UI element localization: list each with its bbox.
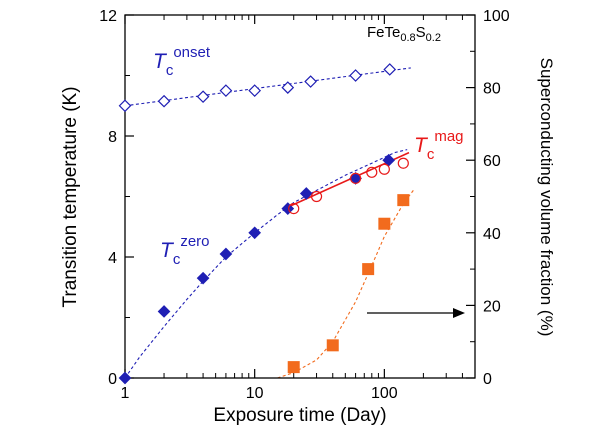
tc-zero-point	[382, 153, 396, 167]
tc-zero-label: Tczero	[160, 233, 210, 268]
tc-mag-sup: mag	[434, 128, 463, 145]
tc-mag-point	[397, 157, 409, 169]
tc-onset-main: T	[153, 50, 168, 73]
compound-sub1: 0.8	[400, 32, 415, 44]
axis-ticks: 1 10 100 0 4 8 12 0 20 40 60 80 100	[99, 8, 510, 402]
superconducting-volume-fraction-point	[378, 217, 391, 230]
y2-axis-title: Superconducting volume fraction (%)	[537, 58, 556, 337]
tc-onset-fit-line	[124, 67, 411, 107]
superconducting-volume-fraction-point	[287, 361, 300, 374]
tc-onset-sub: c	[166, 62, 174, 79]
tc-mag-main: T	[414, 134, 429, 157]
data-marks	[118, 63, 410, 385]
tc-onset-point	[248, 84, 262, 97]
tc-mag-point	[366, 166, 378, 178]
tc-mag-point	[378, 163, 390, 175]
tc-onset-point	[196, 90, 210, 104]
tc-onset-point	[157, 94, 171, 108]
plot-frame	[124, 14, 476, 379]
tc-onset-point	[118, 99, 132, 113]
tc-onset-point	[383, 63, 397, 76]
y-tick-label: 12	[99, 8, 117, 25]
compound-label: FeTe0.8S0.2	[367, 24, 441, 44]
superconducting-volume-fraction-fit-line	[277, 188, 415, 379]
compound-mid: S	[416, 24, 426, 41]
y2-tick-label: 60	[483, 153, 501, 170]
superconducting-volume-fraction-point	[362, 263, 375, 276]
tc-zero-point	[219, 247, 233, 261]
tc-zero-point	[281, 202, 295, 215]
tc-mag-label: Tcmag	[414, 128, 464, 163]
y2-tick-label: 40	[483, 226, 501, 243]
tc-mag-point	[349, 172, 362, 184]
y-axis-title: Transition temperature (K)	[60, 86, 81, 307]
y2-tick-label: 100	[483, 8, 510, 25]
tc-onset-point	[304, 75, 317, 88]
tc-zero-point	[299, 187, 313, 200]
tc-onset-label: Tconset	[153, 44, 211, 79]
tc-onset-point	[281, 81, 295, 94]
tc-zero-main: T	[160, 239, 175, 262]
tc-zero-point	[196, 271, 210, 285]
superconducting-volume-fraction-point	[326, 339, 339, 352]
tc-zero-point	[157, 305, 171, 318]
x-tick-label: 1	[121, 385, 130, 402]
tc-mag-sub: c	[427, 146, 435, 163]
tc-zero-fit-line	[124, 149, 408, 379]
tc-onset-point	[349, 69, 362, 82]
tc-mag-point	[310, 190, 323, 203]
y2-tick-label: 80	[483, 81, 501, 98]
y2-tick-label: 20	[483, 298, 501, 315]
y2-tick-label: 0	[483, 371, 492, 388]
tc-zero-point	[118, 371, 132, 385]
tc-zero-sup: zero	[180, 233, 209, 250]
tc-onset-sup: onset	[173, 44, 211, 61]
y-tick-label: 4	[108, 250, 117, 267]
tc-zero-point	[248, 226, 262, 240]
y-tick-label: 0	[108, 371, 117, 388]
compound-prefix: FeTe	[367, 24, 400, 41]
tc-mag-point	[288, 203, 300, 215]
x-tick-label: 100	[371, 385, 398, 402]
x-axis-title: Exposure time (Day)	[213, 405, 386, 426]
arrow-head	[453, 308, 465, 318]
x-tick-label: 10	[246, 385, 264, 402]
tc-onset-point	[219, 84, 233, 97]
y-tick-label: 8	[108, 129, 117, 146]
compound-sub2: 0.2	[426, 32, 441, 44]
fit-lines	[124, 67, 415, 379]
superconducting-volume-fraction-point	[397, 194, 410, 207]
tc-zero-sub: c	[173, 251, 181, 268]
